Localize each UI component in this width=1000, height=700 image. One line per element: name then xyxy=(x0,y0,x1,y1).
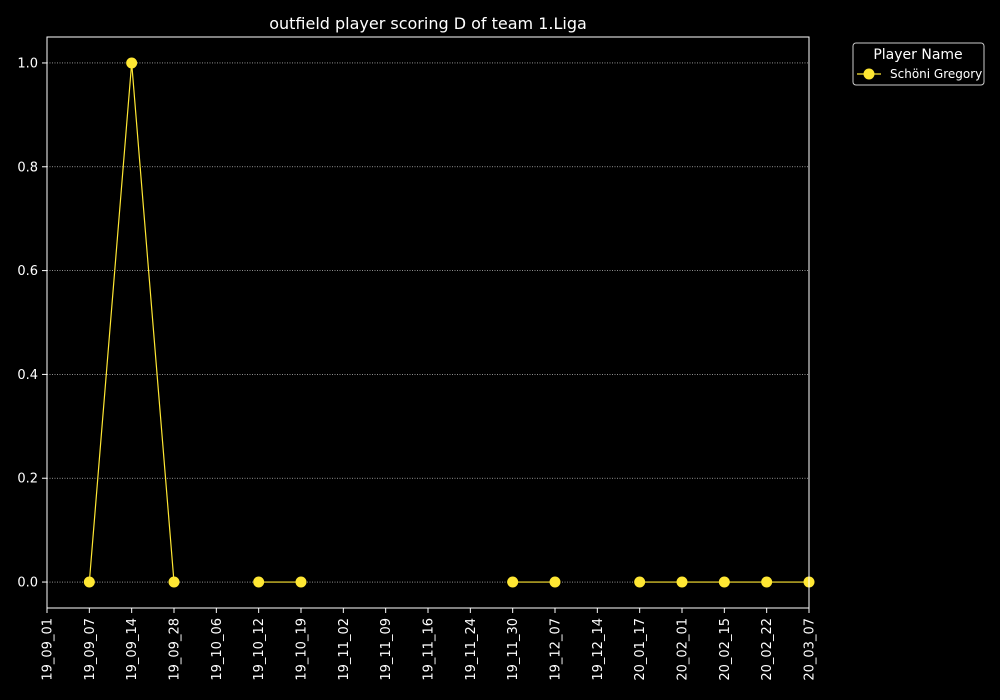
y-tick-label: 0.8 xyxy=(17,160,38,175)
x-tick-label: 19_12_07 xyxy=(549,618,564,681)
x-tick-label: 19_09_07 xyxy=(83,618,98,681)
data-point xyxy=(83,576,95,588)
x-tick-label: 19_11_30 xyxy=(506,618,521,681)
x-tick-label: 19_09_01 xyxy=(41,618,56,681)
data-point xyxy=(718,576,730,588)
data-point xyxy=(126,57,138,69)
legend-marker-swatch xyxy=(863,68,875,80)
data-point xyxy=(676,576,688,588)
data-point xyxy=(761,576,773,588)
legend-entry-label: Schöni Gregory xyxy=(890,67,982,81)
data-point xyxy=(634,576,646,588)
x-axis: 19_09_01 19_09_07 19_09_14 19_09_28 19_10_06… xyxy=(41,608,818,681)
y-tick-label: 0.0 xyxy=(17,576,38,591)
series-layer xyxy=(83,57,815,588)
x-tick-label: 19_11_24 xyxy=(464,618,479,681)
x-tick-label: 19_09_28 xyxy=(168,618,183,681)
x-tick-label: 20_02_15 xyxy=(718,618,733,681)
y-tick-label: 0.4 xyxy=(17,368,38,383)
data-point xyxy=(549,576,561,588)
x-tick-label: 19_10_19 xyxy=(295,618,310,681)
data-point xyxy=(253,576,265,588)
legend-title: Player Name xyxy=(873,47,962,63)
data-point xyxy=(507,576,519,588)
y-tick-label: 0.2 xyxy=(17,472,38,487)
y-tick-label: 0.6 xyxy=(17,264,38,279)
chart-title: outfield player scoring D of team 1.Liga xyxy=(269,14,587,33)
x-tick-label: 19_11_16 xyxy=(422,618,437,681)
x-tick-label: 20_03_07 xyxy=(803,618,818,681)
legend: Player Name Schöni Gregory xyxy=(852,42,985,86)
x-tick-label: 19_10_06 xyxy=(210,618,225,681)
data-point xyxy=(168,576,180,588)
y-tick-label: 1.0 xyxy=(17,56,38,71)
x-tick-label: 20_01_17 xyxy=(633,618,648,681)
x-tick-label: 19_10_12 xyxy=(252,618,267,681)
x-tick-label: 19_11_02 xyxy=(337,618,352,681)
x-tick-label: 19_12_14 xyxy=(591,618,606,681)
legend-box xyxy=(852,42,985,86)
data-point xyxy=(295,576,307,588)
x-tick-label: 19_11_09 xyxy=(379,618,394,681)
x-tick-label: 20_02_01 xyxy=(676,618,691,681)
x-tick-label: 19_09_14 xyxy=(125,618,140,681)
y-axis: 0.0 0.2 0.4 0.6 0.8 1.0 xyxy=(17,56,47,591)
x-tick-label: 20_02_22 xyxy=(760,618,775,681)
